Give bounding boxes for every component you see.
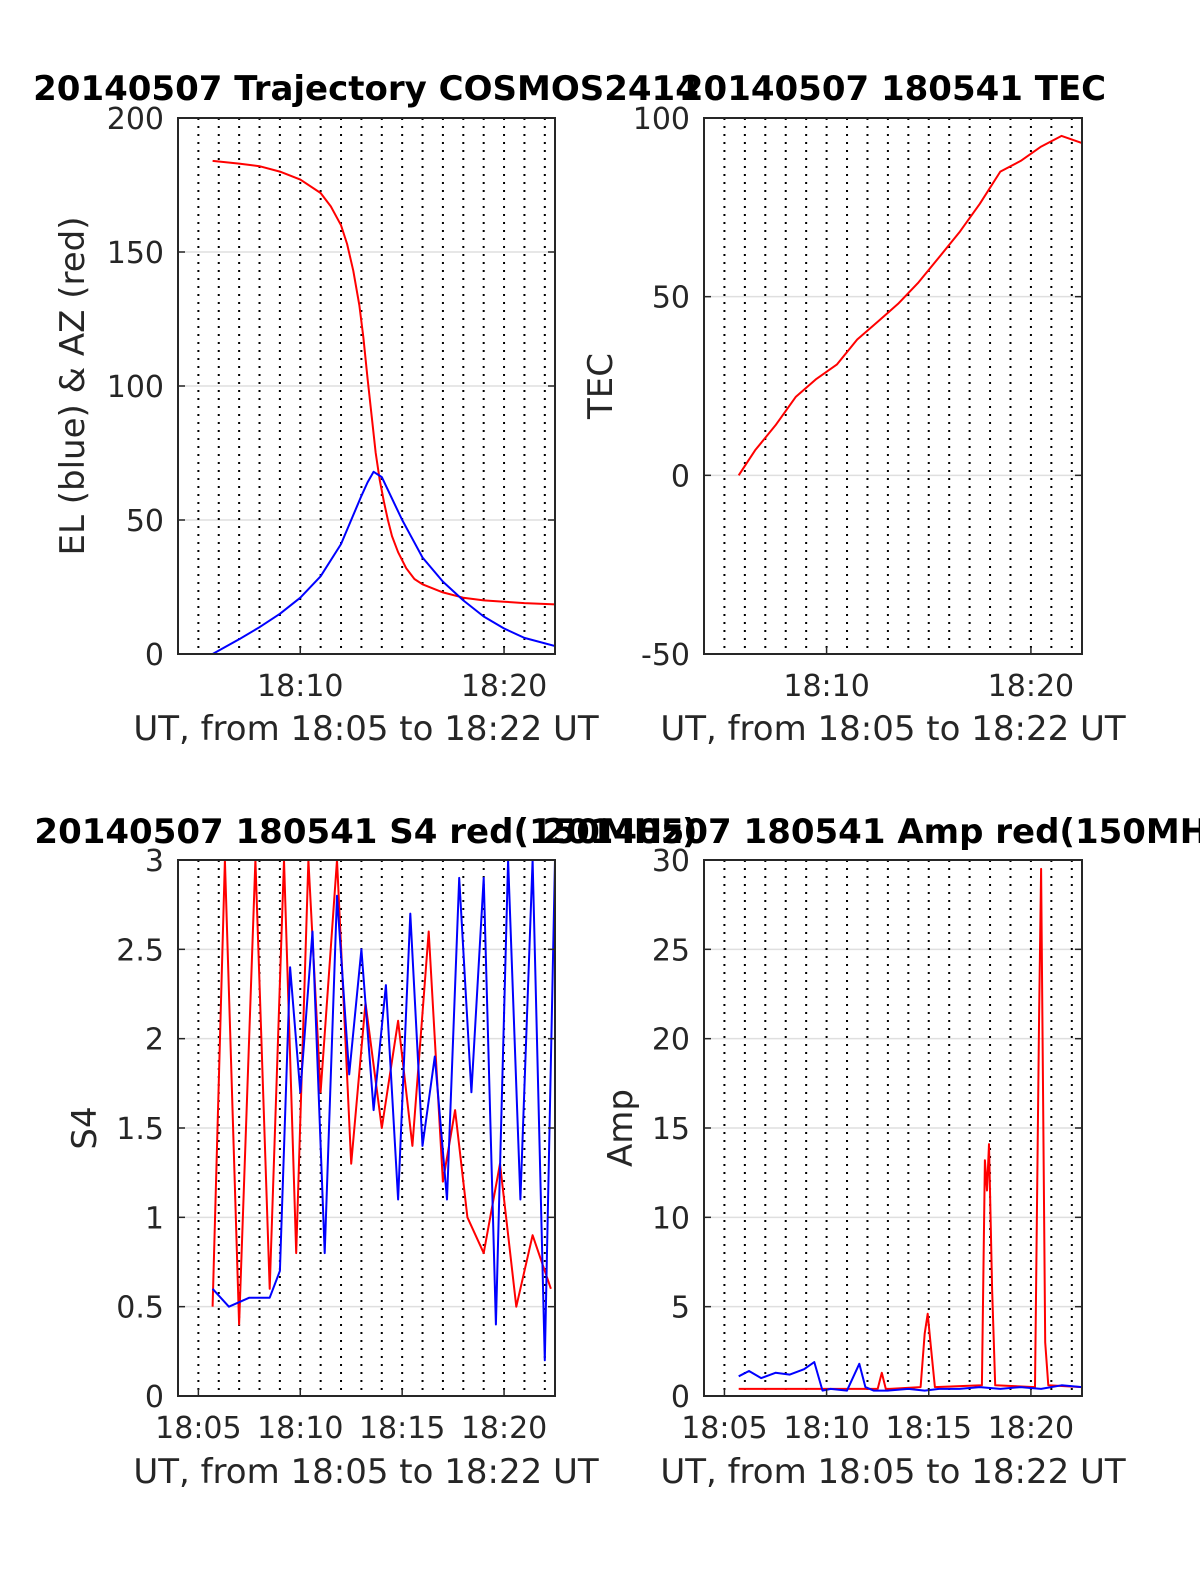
y-tick-label: 20 xyxy=(652,1023,690,1058)
y-tick-label: 100 xyxy=(107,370,164,405)
y-tick-label: 1.5 xyxy=(116,1112,164,1147)
x-tick-label: 18:10 xyxy=(257,669,343,704)
x-axis-label: UT, from 18:05 to 18:22 UT xyxy=(660,1452,1126,1492)
y-axis-label: S4 xyxy=(65,1106,105,1149)
y-tick-label: 5 xyxy=(671,1291,690,1326)
x-axis-label: UT, from 18:05 to 18:22 UT xyxy=(133,1452,599,1492)
x-tick-label: 18:20 xyxy=(988,669,1074,704)
series-red-line xyxy=(211,860,552,1326)
y-tick-label: 15 xyxy=(652,1112,690,1147)
x-axis-label: UT, from 18:05 to 18:22 UT xyxy=(660,709,1126,749)
y-tick-label: 50 xyxy=(126,504,164,539)
chart-title: 20140507 180541 S4 red(150MHz) xyxy=(34,812,697,852)
y-tick-label: 0 xyxy=(671,459,690,494)
x-tick-label: 18:20 xyxy=(461,1411,547,1446)
chart-title: 20140507 180541 Amp red(150MHz) xyxy=(542,812,1200,852)
x-tick-label: 18:10 xyxy=(783,669,869,704)
y-tick-label: 0 xyxy=(145,1380,164,1415)
y-tick-label: 100 xyxy=(633,102,690,137)
chart-s4: 0 0.5 1 1.5 2 2.5 3 18:05 18:10 18:15 18:20 201405… xyxy=(34,812,697,1492)
x-tick-label: 18:10 xyxy=(783,1411,869,1446)
y-tick-label: 0.5 xyxy=(116,1291,164,1326)
y-tick-label: 2 xyxy=(145,1023,164,1058)
x-tick-label: 18:10 xyxy=(257,1411,343,1446)
x-axis-label: UT, from 18:05 to 18:22 UT xyxy=(133,709,599,749)
y-tick-label: 0 xyxy=(145,638,164,673)
y-tick-label: 50 xyxy=(652,281,690,316)
x-tick-label: 18:20 xyxy=(988,1411,1074,1446)
y-tick-label: 30 xyxy=(652,844,690,879)
y-tick-label: 3 xyxy=(145,844,164,879)
series-blue-line xyxy=(738,1361,1082,1392)
y-axis-label: Amp xyxy=(601,1089,641,1167)
y-tick-label: 1 xyxy=(145,1201,164,1236)
chart-title: 20140507 Trajectory COSMOS2414 xyxy=(33,69,699,109)
y-axis-label: EL (blue) & AZ (red) xyxy=(53,216,93,555)
chart-trajectory: 0 50 100 150 200 18:10 18:20 20140507 Trajecto… xyxy=(33,69,699,749)
y-tick-label: 200 xyxy=(107,102,164,137)
series-red-line xyxy=(212,159,555,606)
chart-title: 20140507 180541 TEC xyxy=(680,69,1106,109)
y-tick-label: 2.5 xyxy=(116,933,164,968)
x-tick-label: 18:15 xyxy=(359,1411,445,1446)
y-tick-label: 150 xyxy=(107,236,164,271)
y-tick-label: -50 xyxy=(641,638,690,673)
x-tick-label: 18:05 xyxy=(155,1411,241,1446)
series-red-line xyxy=(737,134,1082,476)
chart-amp: 0 5 10 15 20 25 30 18:05 18:10 18:15 18:20 2014050… xyxy=(542,812,1200,1492)
x-tick-label: 18:20 xyxy=(461,669,547,704)
x-tick-label: 18:05 xyxy=(681,1411,767,1446)
y-tick-label: 10 xyxy=(652,1201,690,1236)
y-tick-label: 25 xyxy=(652,933,690,968)
y-axis-label: TEC xyxy=(581,353,621,420)
y-tick-label: 0 xyxy=(671,1380,690,1415)
series-blue-line xyxy=(212,470,555,654)
series-blue-line xyxy=(211,860,555,1362)
series-red-line xyxy=(738,867,1082,1390)
x-tick-label: 18:15 xyxy=(886,1411,972,1446)
